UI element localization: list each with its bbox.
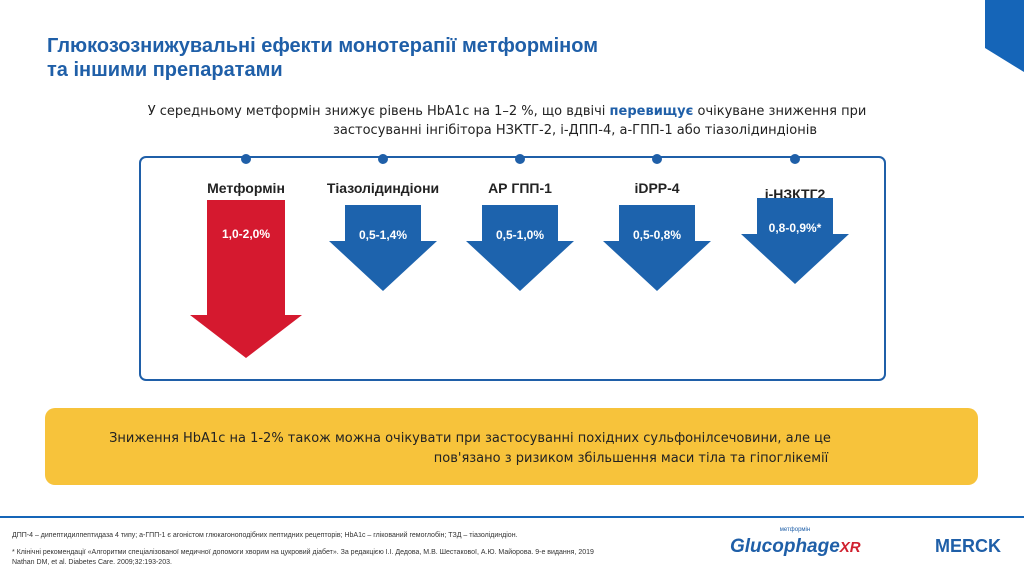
drug-name: Метформін bbox=[207, 180, 285, 196]
timeline-dot bbox=[652, 154, 662, 164]
drug-group: Метформін 1,0-2,0% Тіазолідиндіони 0,5-1,4%… bbox=[190, 154, 849, 358]
logo-subtext: метформін bbox=[780, 527, 810, 533]
drug-panel bbox=[139, 156, 886, 381]
drug-name: Тіазолідиндіони bbox=[327, 180, 439, 196]
subtitle-line: застосуванні інгібітора НЗКТГ-2, і-ДПП-4… bbox=[333, 123, 817, 138]
arrow bbox=[190, 200, 302, 358]
effect-label: 1,0-2,0% bbox=[222, 227, 270, 241]
footnote: Nathan DM, et al. Diabetes Care. 2009;32… bbox=[12, 559, 172, 566]
footnote: * Клінічні рекомендації «Алгоритми спеці… bbox=[12, 548, 594, 556]
title-line: Глюкозознижувальні ефекти монотерапії ме… bbox=[47, 35, 598, 57]
product-suffix: XR bbox=[839, 539, 861, 556]
timeline-dot bbox=[241, 154, 251, 164]
subtitle-line: У середньому метформін знижує рівень HbA… bbox=[148, 104, 867, 119]
arrow bbox=[466, 205, 574, 291]
drug-name: iDPP-4 bbox=[634, 180, 679, 196]
product-name: Glucophage bbox=[730, 536, 840, 557]
subtitle-emphasis: перевищує bbox=[610, 104, 694, 119]
note-line: пов'язано з ризиком збільшення маси тіла… bbox=[434, 451, 829, 466]
note-box bbox=[45, 408, 978, 485]
timeline-dot bbox=[790, 154, 800, 164]
effect-label: 0,5-1,0% bbox=[496, 228, 544, 242]
subtitle-text: очікуване зниження при bbox=[693, 104, 866, 119]
timeline-dot bbox=[378, 154, 388, 164]
corner-decoration bbox=[985, 0, 1024, 72]
arrow bbox=[329, 205, 437, 291]
note-line: Зниження HbA1c на 1-2% також можна очіку… bbox=[109, 431, 831, 446]
title-line: та іншими препаратами bbox=[47, 59, 283, 81]
product-logo: GlucophageXR bbox=[730, 536, 861, 557]
drug-name: АР ГПП-1 bbox=[488, 180, 552, 196]
footnote: ДПП-4 – дипептидилпептидаза 4 типу; а-ГП… bbox=[12, 531, 518, 539]
arrow bbox=[741, 198, 849, 284]
effect-label: 0,8-0,9%* bbox=[769, 221, 822, 235]
timeline-dot bbox=[515, 154, 525, 164]
arrow bbox=[603, 205, 711, 291]
effect-label: 0,5-1,4% bbox=[359, 228, 407, 242]
subtitle-text: У середньому метформін знижує рівень HbA… bbox=[148, 104, 610, 119]
company-logo: MERCK bbox=[935, 536, 1001, 556]
effect-label: 0,5-0,8% bbox=[633, 228, 681, 242]
